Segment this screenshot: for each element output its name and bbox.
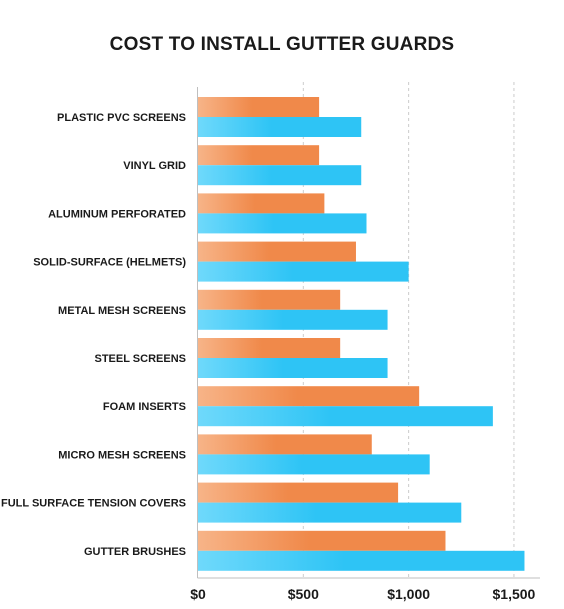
category-label: FULL SURFACE TENSION COVERS (1, 498, 186, 510)
bar-low-2 (198, 193, 325, 214)
category-label: GUTTER BRUSHES (84, 546, 186, 558)
category-label: SOLID-SURFACE (HELMETS) (33, 257, 186, 269)
bar-low-4 (198, 289, 341, 310)
bar-low-6 (198, 386, 420, 407)
category-label: FOAM INSERTS (103, 401, 186, 413)
bar-high-0 (198, 117, 362, 137)
bar-low-1 (198, 145, 320, 166)
category-label: METAL MESH SCREENS (58, 305, 186, 317)
category-label: MICRO MESH SCREENS (58, 449, 186, 461)
bar-high-5 (198, 358, 388, 378)
category-label: ALUMINUM PERFORATED (48, 208, 186, 220)
bar-low-0 (198, 97, 320, 117)
bar-low-7 (198, 434, 372, 455)
chart-title: COST TO INSTALL GUTTER GUARDS (109, 34, 455, 55)
bar-high-8 (198, 502, 462, 523)
x-tick-label: $500 (288, 586, 319, 602)
bar-high-3 (198, 261, 409, 282)
bar-low-3 (198, 241, 356, 262)
x-tick-label: $0 (190, 586, 206, 602)
bar-low-5 (198, 338, 341, 358)
bar-high-9 (198, 550, 525, 571)
bar-high-4 (198, 309, 388, 330)
bar-low-8 (198, 482, 399, 503)
bar-high-2 (198, 213, 367, 234)
bar-high-1 (198, 165, 362, 186)
category-label: VINYL GRID (123, 160, 186, 172)
category-label: PLASTIC PVC SCREENS (57, 112, 186, 124)
x-tick-label: $1,500 (493, 586, 536, 602)
bar-high-7 (198, 454, 430, 475)
bar-low-9 (198, 530, 446, 551)
category-label: STEEL SCREENS (95, 353, 187, 365)
x-tick-label: $1,000 (387, 586, 430, 602)
bar-high-6 (198, 406, 493, 427)
